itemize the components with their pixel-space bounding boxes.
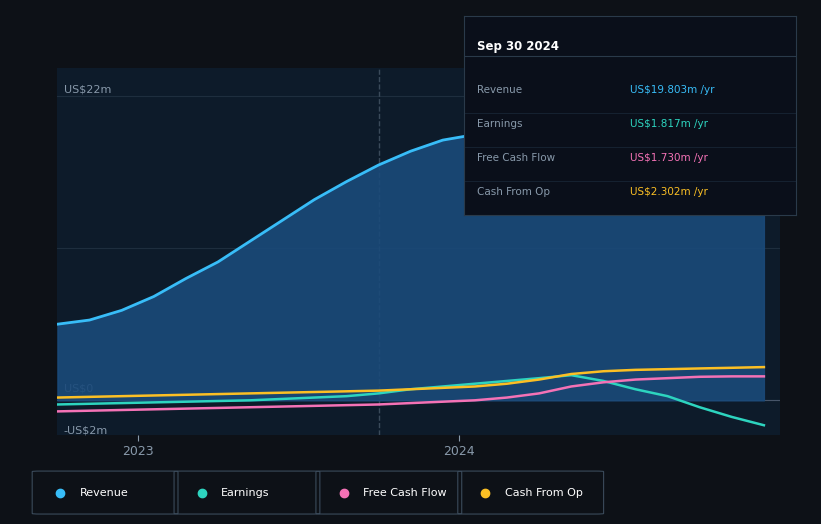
Text: Past: Past [747,99,770,108]
Text: Sep 30 2024: Sep 30 2024 [477,40,559,52]
Text: US$0: US$0 [64,384,93,394]
Text: Free Cash Flow: Free Cash Flow [363,487,447,498]
Text: Earnings: Earnings [477,119,523,129]
Text: Earnings: Earnings [222,487,270,498]
Text: US$1.730m /yr: US$1.730m /yr [631,153,708,163]
Text: -US$2m: -US$2m [64,425,108,435]
Text: Cash From Op: Cash From Op [505,487,583,498]
Text: Cash From Op: Cash From Op [477,187,550,197]
Text: US$2.302m /yr: US$2.302m /yr [631,187,708,197]
Text: Free Cash Flow: Free Cash Flow [477,153,555,163]
Text: US$22m: US$22m [64,85,112,95]
Text: Revenue: Revenue [477,85,522,95]
Text: US$1.817m /yr: US$1.817m /yr [631,119,709,129]
Text: Revenue: Revenue [80,487,128,498]
Text: US$19.803m /yr: US$19.803m /yr [631,85,714,95]
